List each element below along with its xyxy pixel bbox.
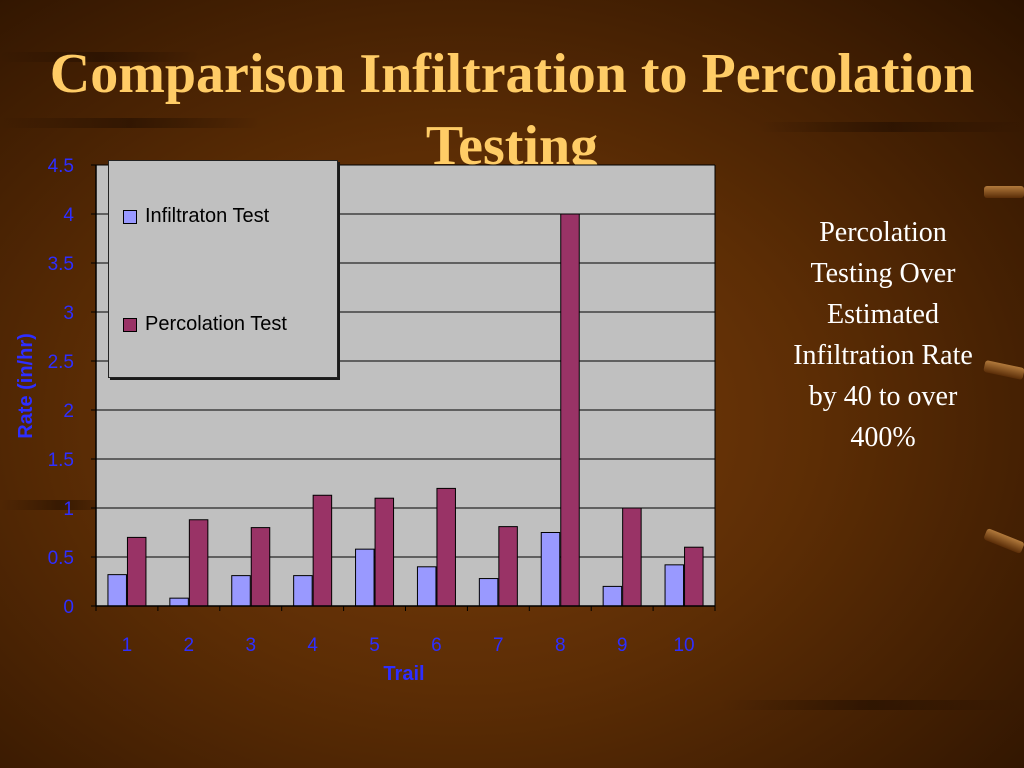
legend-label-percolation: Percolation Test <box>145 313 287 335</box>
y-tick-label: 2.5 <box>48 352 74 373</box>
chart-legend: Infiltraton Test Percolation Test <box>108 160 338 378</box>
percolation-bar <box>436 487 456 607</box>
side-note: Percolation Testing Over Estimated Infil… <box>793 217 973 453</box>
decorative-tab <box>983 359 1024 381</box>
y-tick-label: 2 <box>63 401 74 422</box>
x-tick-label: 7 <box>493 635 504 656</box>
percolation-bar <box>188 519 209 607</box>
x-tick-label: 8 <box>555 635 566 656</box>
percolation-bar <box>126 536 147 607</box>
background-streak <box>0 118 260 128</box>
infiltration-bar <box>664 564 685 607</box>
x-tick-label: 10 <box>673 635 694 656</box>
x-tick-label: 9 <box>617 635 628 656</box>
bars <box>107 213 704 607</box>
y-tick-label: 3 <box>63 303 74 324</box>
x-tick-label: 5 <box>369 635 380 656</box>
infiltration-bar <box>355 548 375 607</box>
percolation-bar <box>622 507 642 607</box>
legend-swatch-percolation <box>123 317 137 332</box>
infiltration-bar <box>602 585 623 607</box>
x-axis-label: Trail <box>383 663 424 685</box>
infiltration-bar <box>107 574 127 607</box>
infiltration-bar <box>293 575 313 607</box>
infiltration-bar <box>540 532 561 607</box>
background-streak <box>760 122 1024 132</box>
percolation-bar <box>684 546 704 607</box>
background-streak <box>0 500 120 510</box>
infiltration-bar <box>169 597 189 607</box>
y-tick-label: 0 <box>63 597 74 618</box>
x-tick-label: 1 <box>122 635 133 656</box>
y-tick-label: 4 <box>63 205 74 226</box>
infiltration-bar <box>416 566 437 607</box>
x-tick-label: 6 <box>431 635 442 656</box>
y-tick-label: 3.5 <box>48 254 74 275</box>
y-tick-label: 0.5 <box>48 548 74 569</box>
legend-item-infiltration: Infiltraton Test <box>123 205 269 228</box>
y-tick-label: 1.5 <box>48 450 74 471</box>
y-tick-label: 1 <box>63 499 74 520</box>
x-tick-label: 2 <box>184 635 195 656</box>
x-tick-label: 3 <box>245 635 256 656</box>
percolation-bar <box>560 213 580 607</box>
background-streak <box>720 700 1024 710</box>
bar-chart: 0 0.5 1 1.5 2 2.5 3 3.5 4 4.5 1 2 3 4 5 6 7 8 9 10 Trail R… <box>15 156 716 685</box>
y-tick-label: 4.5 <box>48 156 74 177</box>
percolation-bar <box>374 497 395 607</box>
legend-label-infiltration: Infiltraton Test <box>145 205 270 227</box>
decorative-tab <box>983 527 1024 555</box>
background-streak <box>0 52 200 62</box>
infiltration-bar <box>231 575 251 607</box>
y-tick-labels: 0 0.5 1 1.5 2 2.5 3 3.5 4 4.5 <box>48 156 75 618</box>
percolation-bar <box>498 526 518 607</box>
y-axis-label: Rate (in/hr) <box>15 333 37 439</box>
axes <box>91 164 716 611</box>
legend-item-percolation: Percolation Test <box>123 313 287 336</box>
legend-swatch-infiltration <box>123 209 137 224</box>
percolation-bar <box>250 527 271 607</box>
x-tick-label: 4 <box>307 635 318 656</box>
infiltration-bar <box>478 578 499 607</box>
decorative-tab <box>984 186 1024 198</box>
x-tick-labels: 1 2 3 4 5 6 7 8 9 10 <box>122 635 695 656</box>
percolation-bar <box>312 494 333 607</box>
